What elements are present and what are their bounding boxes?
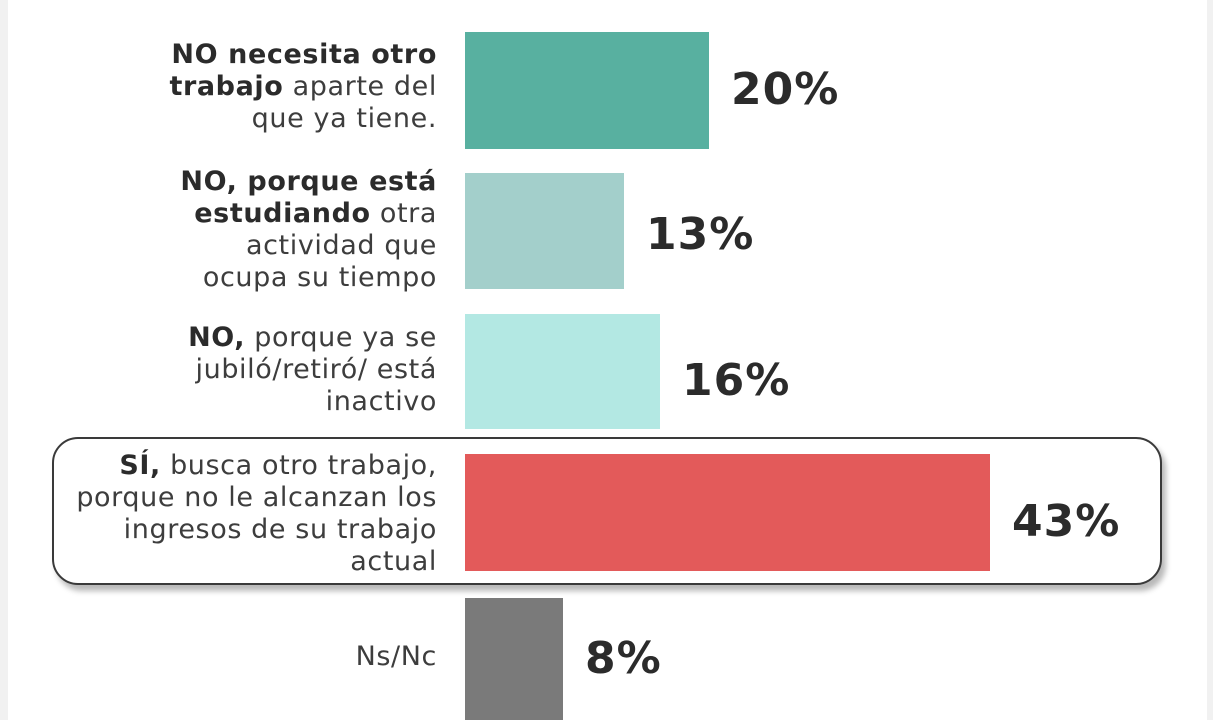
value-label: 13% [646,209,755,260]
category-label: NO, porque está estudiando otra activida… [157,166,437,294]
value-label: 20% [731,64,840,115]
value-label: 8% [585,633,662,684]
category-label-rest: porque ya se jubiló/retiró/ está inactiv… [195,322,437,417]
category-label-bold: NO necesita otro trabajo [169,39,437,102]
category-label: Ns/Nc [237,641,437,673]
bar [465,314,660,429]
bar [465,598,563,720]
value-label: 16% [682,355,791,406]
bar [465,32,709,149]
value-label: 43% [1012,496,1121,547]
category-label-bold: NO, [188,322,246,353]
category-label-bold: NO, porque está estudiando [180,166,437,229]
category-label: NO, porque ya se jubiló/retiró/ está ina… [157,322,437,418]
bar [465,173,624,289]
category-label: SÍ, busca otro trabajo, porque no le alc… [67,450,437,578]
category-label-bold: SÍ, [119,450,161,481]
right-edge [1207,0,1213,720]
category-label-rest: aparte del que ya tiene. [251,71,437,134]
bar [465,454,990,571]
category-label-rest: busca otro trabajo, porque no le alcanza… [76,450,437,577]
category-label-rest: otra actividad que ocupa su tiempo [202,198,437,293]
left-edge [0,0,8,720]
category-label: NO necesita otro trabajo aparte del que … [137,39,437,135]
category-label-rest: Ns/Nc [355,641,437,672]
